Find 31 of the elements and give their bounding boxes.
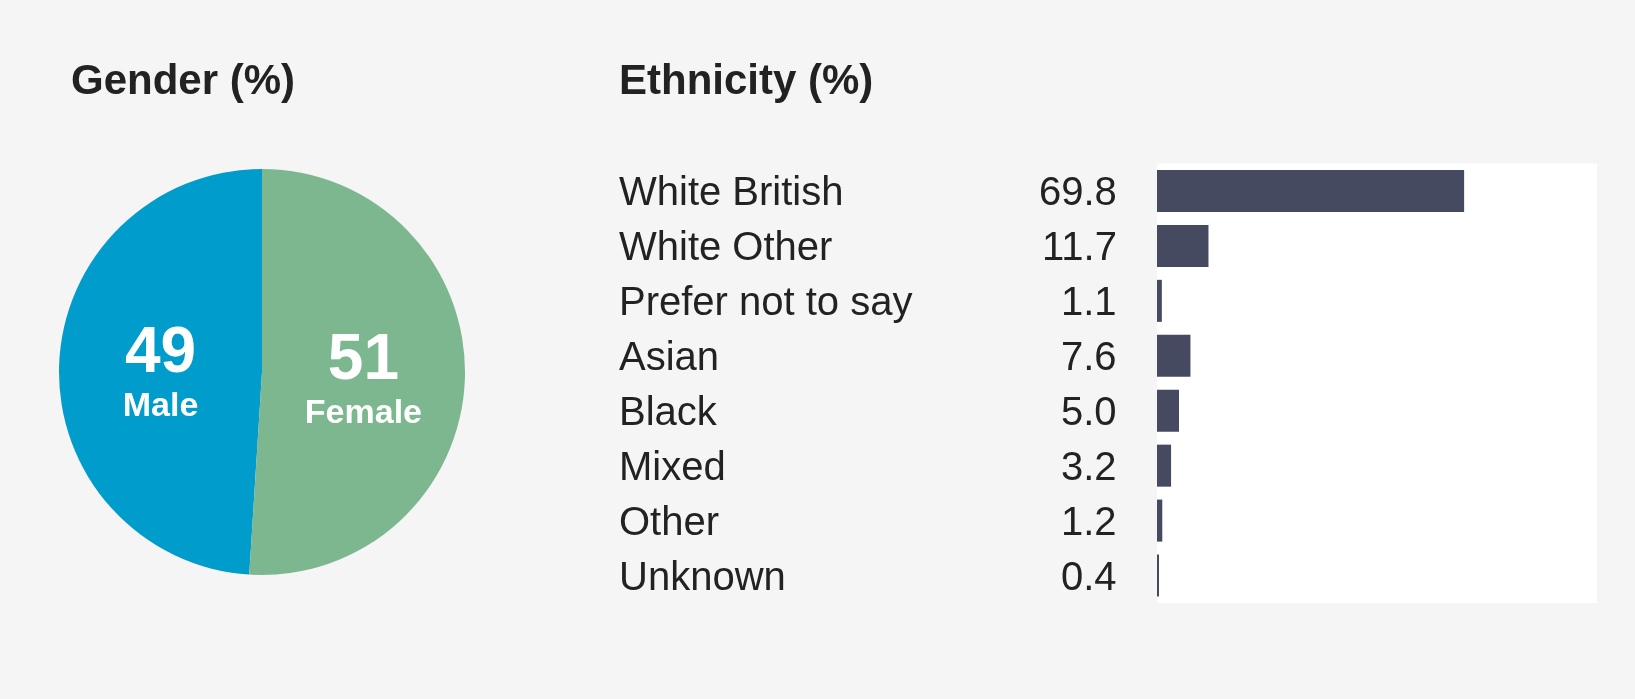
text: Ethnicity (%)	[619, 56, 874, 103]
y-tick-label: Mixed	[619, 444, 726, 488]
y-tick-label: Other	[619, 499, 720, 543]
y-tick-label: White Other	[619, 224, 833, 268]
chart-title: Gender (%)	[71, 56, 296, 103]
data-label: 0.4	[1061, 554, 1117, 598]
data-label: 7.6	[1061, 334, 1117, 378]
data-label: 49	[124, 314, 197, 387]
bar	[1157, 224, 1209, 267]
slice-label: Male	[122, 385, 199, 424]
bar	[1157, 444, 1172, 487]
data-label: 3.2	[1061, 444, 1117, 488]
data-label: 51	[327, 320, 400, 393]
data-label: 5.0	[1061, 389, 1117, 433]
slice-label: Female	[304, 391, 423, 430]
pie-slice	[249, 169, 465, 575]
pie-slice	[59, 169, 262, 575]
bar	[1157, 389, 1179, 432]
bar	[1157, 499, 1163, 542]
data-label: 1.2	[1061, 499, 1117, 543]
y-tick-label: Black	[619, 389, 718, 433]
data-label: 11.7	[1042, 224, 1117, 268]
y-tick-label: White British	[619, 169, 844, 213]
data-label: 69.8	[1039, 169, 1117, 213]
y-tick-label: Prefer not to say	[619, 279, 913, 323]
bar	[1157, 334, 1191, 377]
y-tick-label: Asian	[619, 334, 720, 378]
bar	[1157, 279, 1162, 322]
data-label: 1.1	[1061, 279, 1117, 323]
y-tick-label: Unknown	[619, 554, 786, 598]
bar	[1157, 169, 1465, 212]
